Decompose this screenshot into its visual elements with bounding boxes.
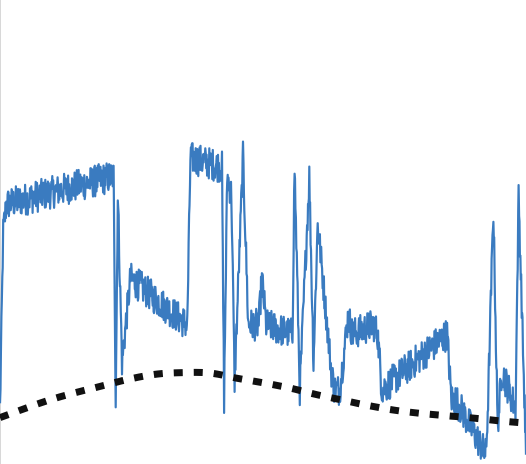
series-line-signal <box>0 140 526 460</box>
series-line-baseline <box>0 368 526 427</box>
series-layer <box>0 140 526 460</box>
